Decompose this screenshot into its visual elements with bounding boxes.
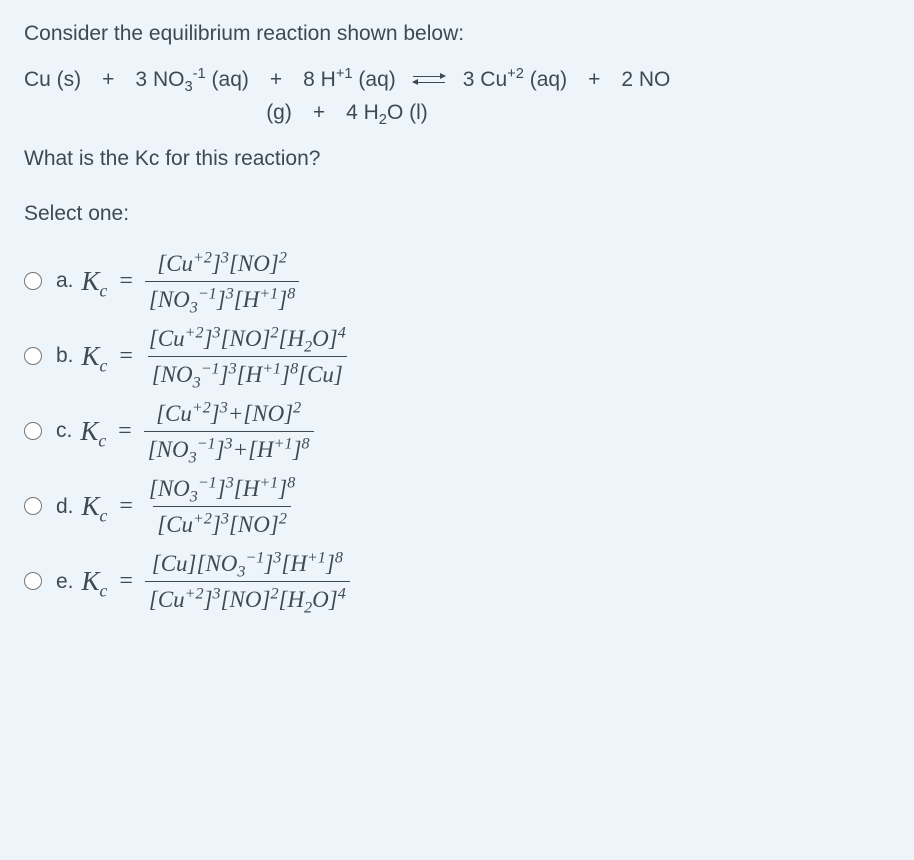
question-text: What is the Kc for this reaction? bbox=[24, 143, 890, 175]
rxn-l2-b: O (l) bbox=[387, 101, 428, 124]
radio-c[interactable] bbox=[24, 422, 42, 440]
option-c-fraction: [Cu+2]3+[NO]2 [NO3−1]3+[H+1]8 bbox=[144, 398, 314, 465]
rxn-l1-a: Cu (s) + 3 NO bbox=[24, 68, 184, 91]
rxn-cu-sup: +2 bbox=[507, 66, 524, 82]
rxn-no3-sup: -1 bbox=[193, 66, 206, 82]
options-container: a. Kc = [Cu+2]3[NO]2 [NO3−1]3[H+1]8 b. K… bbox=[24, 248, 890, 615]
rxn-l1-d: 3 Cu bbox=[463, 68, 507, 91]
rxn-l1-b: (aq) + 8 H bbox=[206, 68, 336, 91]
option-a-fraction: [Cu+2]3[NO]2 [NO3−1]3[H+1]8 bbox=[145, 248, 299, 315]
option-a-label: a. bbox=[56, 265, 74, 297]
option-e-label: e. bbox=[56, 566, 74, 598]
kc-symbol: Kc bbox=[82, 486, 108, 527]
equals-sign: = bbox=[119, 338, 133, 374]
option-b-fraction: [Cu+2]3[NO]2[H2O]4 [NO3−1]3[H+1]8[Cu] bbox=[145, 323, 350, 390]
equals-sign: = bbox=[119, 488, 133, 524]
kc-symbol: Kc bbox=[82, 336, 108, 377]
select-one-label: Select one: bbox=[24, 198, 890, 230]
rxn-h-sup: +1 bbox=[336, 66, 353, 82]
option-a[interactable]: a. Kc = [Cu+2]3[NO]2 [NO3−1]3[H+1]8 bbox=[24, 248, 890, 315]
reaction-line-2: (g) + 4 H2O (l) bbox=[24, 97, 890, 129]
equals-sign: = bbox=[119, 263, 133, 299]
option-d[interactable]: d. Kc = [NO3−1]3[H+1]8 [Cu+2]3[NO]2 bbox=[24, 473, 890, 540]
rxn-no3-sub: 3 bbox=[184, 79, 192, 95]
radio-b[interactable] bbox=[24, 347, 42, 365]
option-b-label: b. bbox=[56, 340, 74, 372]
reaction-line-1: Cu (s) + 3 NO3-1 (aq) + 8 H+1 (aq) 3 Cu+… bbox=[24, 64, 890, 96]
option-d-fraction: [NO3−1]3[H+1]8 [Cu+2]3[NO]2 bbox=[145, 473, 299, 540]
kc-symbol: Kc bbox=[82, 261, 108, 302]
rxn-h2o-sub: 2 bbox=[379, 112, 387, 128]
option-b[interactable]: b. Kc = [Cu+2]3[NO]2[H2O]4 [NO3−1]3[H+1]… bbox=[24, 323, 890, 390]
equals-sign: = bbox=[118, 413, 132, 449]
option-c[interactable]: c. Kc = [Cu+2]3+[NO]2 [NO3−1]3+[H+1]8 bbox=[24, 398, 890, 465]
equals-sign: = bbox=[119, 563, 133, 599]
option-e-fraction: [Cu][NO3−1]3[H+1]8 [Cu+2]3[NO]2[H2O]4 bbox=[145, 548, 350, 615]
prompt-text: Consider the equilibrium reaction shown … bbox=[24, 18, 890, 50]
option-e[interactable]: e. Kc = [Cu][NO3−1]3[H+1]8 [Cu+2]3[NO]2[… bbox=[24, 548, 890, 615]
radio-d[interactable] bbox=[24, 497, 42, 515]
kc-symbol: Kc bbox=[82, 561, 108, 602]
option-c-label: c. bbox=[56, 415, 72, 447]
option-d-label: d. bbox=[56, 491, 74, 523]
rxn-l2-a: (g) + 4 H bbox=[266, 101, 379, 124]
radio-a[interactable] bbox=[24, 272, 42, 290]
radio-e[interactable] bbox=[24, 572, 42, 590]
rxn-l1-e: (aq) + 2 NO bbox=[524, 68, 670, 91]
kc-symbol: Kc bbox=[80, 411, 106, 452]
rxn-l1-c: (aq) bbox=[353, 68, 396, 91]
